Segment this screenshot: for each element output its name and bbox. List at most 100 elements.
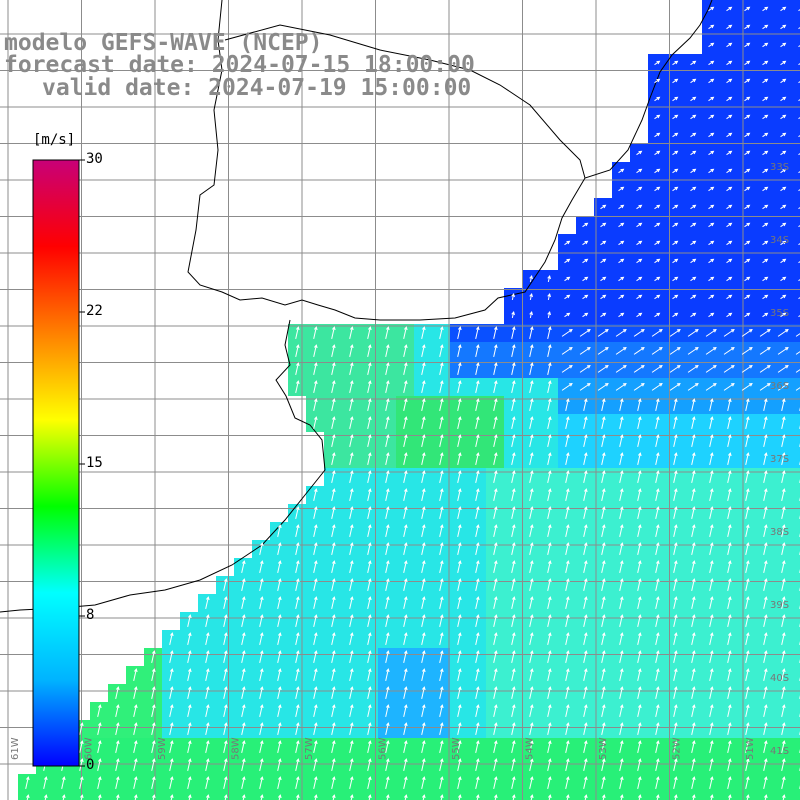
wind-arrow xyxy=(277,578,282,591)
wind-arrow xyxy=(331,524,336,537)
field-cell xyxy=(792,342,800,360)
lat-label: 35S xyxy=(770,308,789,319)
wind-arrow xyxy=(457,614,462,627)
wind-arrow xyxy=(673,740,678,753)
wind-arrow xyxy=(601,398,606,411)
wind-arrow xyxy=(529,542,534,555)
wind-arrow xyxy=(744,42,751,48)
wind-arrow xyxy=(691,722,696,735)
wind-arrow xyxy=(529,452,534,465)
wind-arrow xyxy=(565,542,570,555)
wind-arrow xyxy=(780,204,787,210)
wind-arrow xyxy=(597,365,609,373)
wind-arrow xyxy=(583,524,588,537)
wind-arrow xyxy=(529,434,534,447)
wind-arrow xyxy=(511,524,516,537)
wind-arrow xyxy=(708,24,715,30)
wind-arrow xyxy=(529,776,534,789)
wind-arrow xyxy=(457,776,462,789)
wind-arrow xyxy=(295,524,300,537)
wind-arrow xyxy=(457,524,462,537)
wind-arrow xyxy=(331,650,336,663)
wind-arrow xyxy=(705,329,717,337)
wind-arrow xyxy=(367,344,372,357)
wind-arrow xyxy=(475,380,480,393)
field-cell xyxy=(792,216,800,234)
wind-arrow xyxy=(439,542,444,555)
wind-arrow xyxy=(745,668,750,681)
wind-arrow xyxy=(277,632,282,645)
wind-arrow xyxy=(223,758,228,771)
wind-arrow xyxy=(763,398,768,411)
wind-arrow xyxy=(709,578,714,591)
wind-arrow xyxy=(636,186,643,192)
wind-arrow xyxy=(277,740,282,753)
wind-arrow xyxy=(583,794,588,800)
wind-arrow xyxy=(277,776,282,789)
wind-arrow xyxy=(367,434,372,447)
wind-arrow xyxy=(295,632,300,645)
wind-arrow xyxy=(654,78,661,84)
wind-arrow xyxy=(205,650,210,663)
field-cell xyxy=(792,486,800,504)
wind-arrow xyxy=(403,362,408,375)
wind-arrow xyxy=(582,294,589,300)
wind-arrow xyxy=(277,614,282,627)
wind-arrow xyxy=(295,722,300,735)
wind-arrow xyxy=(691,614,696,627)
wind-arrow xyxy=(709,398,714,411)
wind-arrow xyxy=(133,722,138,735)
wind-arrow xyxy=(780,60,787,66)
wind-arrow xyxy=(331,596,336,609)
wind-arrow xyxy=(241,704,246,717)
wind-arrow xyxy=(313,578,318,591)
wind-arrow xyxy=(744,24,751,30)
wind-arrow xyxy=(726,6,733,12)
wind-arrow xyxy=(744,276,751,282)
wind-arrow xyxy=(421,578,426,591)
wind-arrow xyxy=(25,794,30,800)
wind-arrow xyxy=(565,452,570,465)
wind-arrow xyxy=(708,168,715,174)
wind-arrow xyxy=(726,168,733,174)
wind-arrow xyxy=(655,506,660,519)
wind-arrow xyxy=(205,776,210,789)
wind-arrow xyxy=(619,614,624,627)
wind-arrow xyxy=(601,686,606,699)
wind-arrow xyxy=(618,168,625,174)
wind-arrow xyxy=(763,614,768,627)
wind-arrow xyxy=(709,776,714,789)
wind-arrow xyxy=(691,542,696,555)
wind-arrow xyxy=(349,344,354,357)
wind-arrow xyxy=(511,596,516,609)
wind-arrow xyxy=(654,312,661,318)
wind-arrow xyxy=(709,650,714,663)
wind-arrow xyxy=(511,560,516,573)
wind-arrow xyxy=(619,686,624,699)
wind-arrow xyxy=(529,524,534,537)
wind-arrow xyxy=(651,329,663,337)
wind-arrow xyxy=(313,704,318,717)
wind-arrow xyxy=(781,542,786,555)
wind-arrow xyxy=(708,276,715,282)
wind-arrow xyxy=(457,794,462,800)
wind-arrow xyxy=(169,758,174,771)
wind-arrow xyxy=(367,614,372,627)
wind-arrow xyxy=(618,186,625,192)
lat-label: 41S xyxy=(770,746,789,757)
wind-arrow xyxy=(349,434,354,447)
field-cell xyxy=(792,774,800,792)
wind-arrow xyxy=(673,506,678,519)
wind-arrow xyxy=(565,740,570,753)
wind-arrow xyxy=(313,326,318,339)
wind-arrow xyxy=(637,776,642,789)
field-cell xyxy=(792,414,800,432)
wind-arrow xyxy=(727,542,732,555)
wind-arrow xyxy=(619,740,624,753)
wind-arrow xyxy=(780,258,787,264)
wind-arrow xyxy=(187,704,192,717)
wind-arrow xyxy=(781,758,786,771)
wind-arrow xyxy=(205,758,210,771)
wind-arrow xyxy=(61,794,66,800)
wind-arrow xyxy=(349,650,354,663)
